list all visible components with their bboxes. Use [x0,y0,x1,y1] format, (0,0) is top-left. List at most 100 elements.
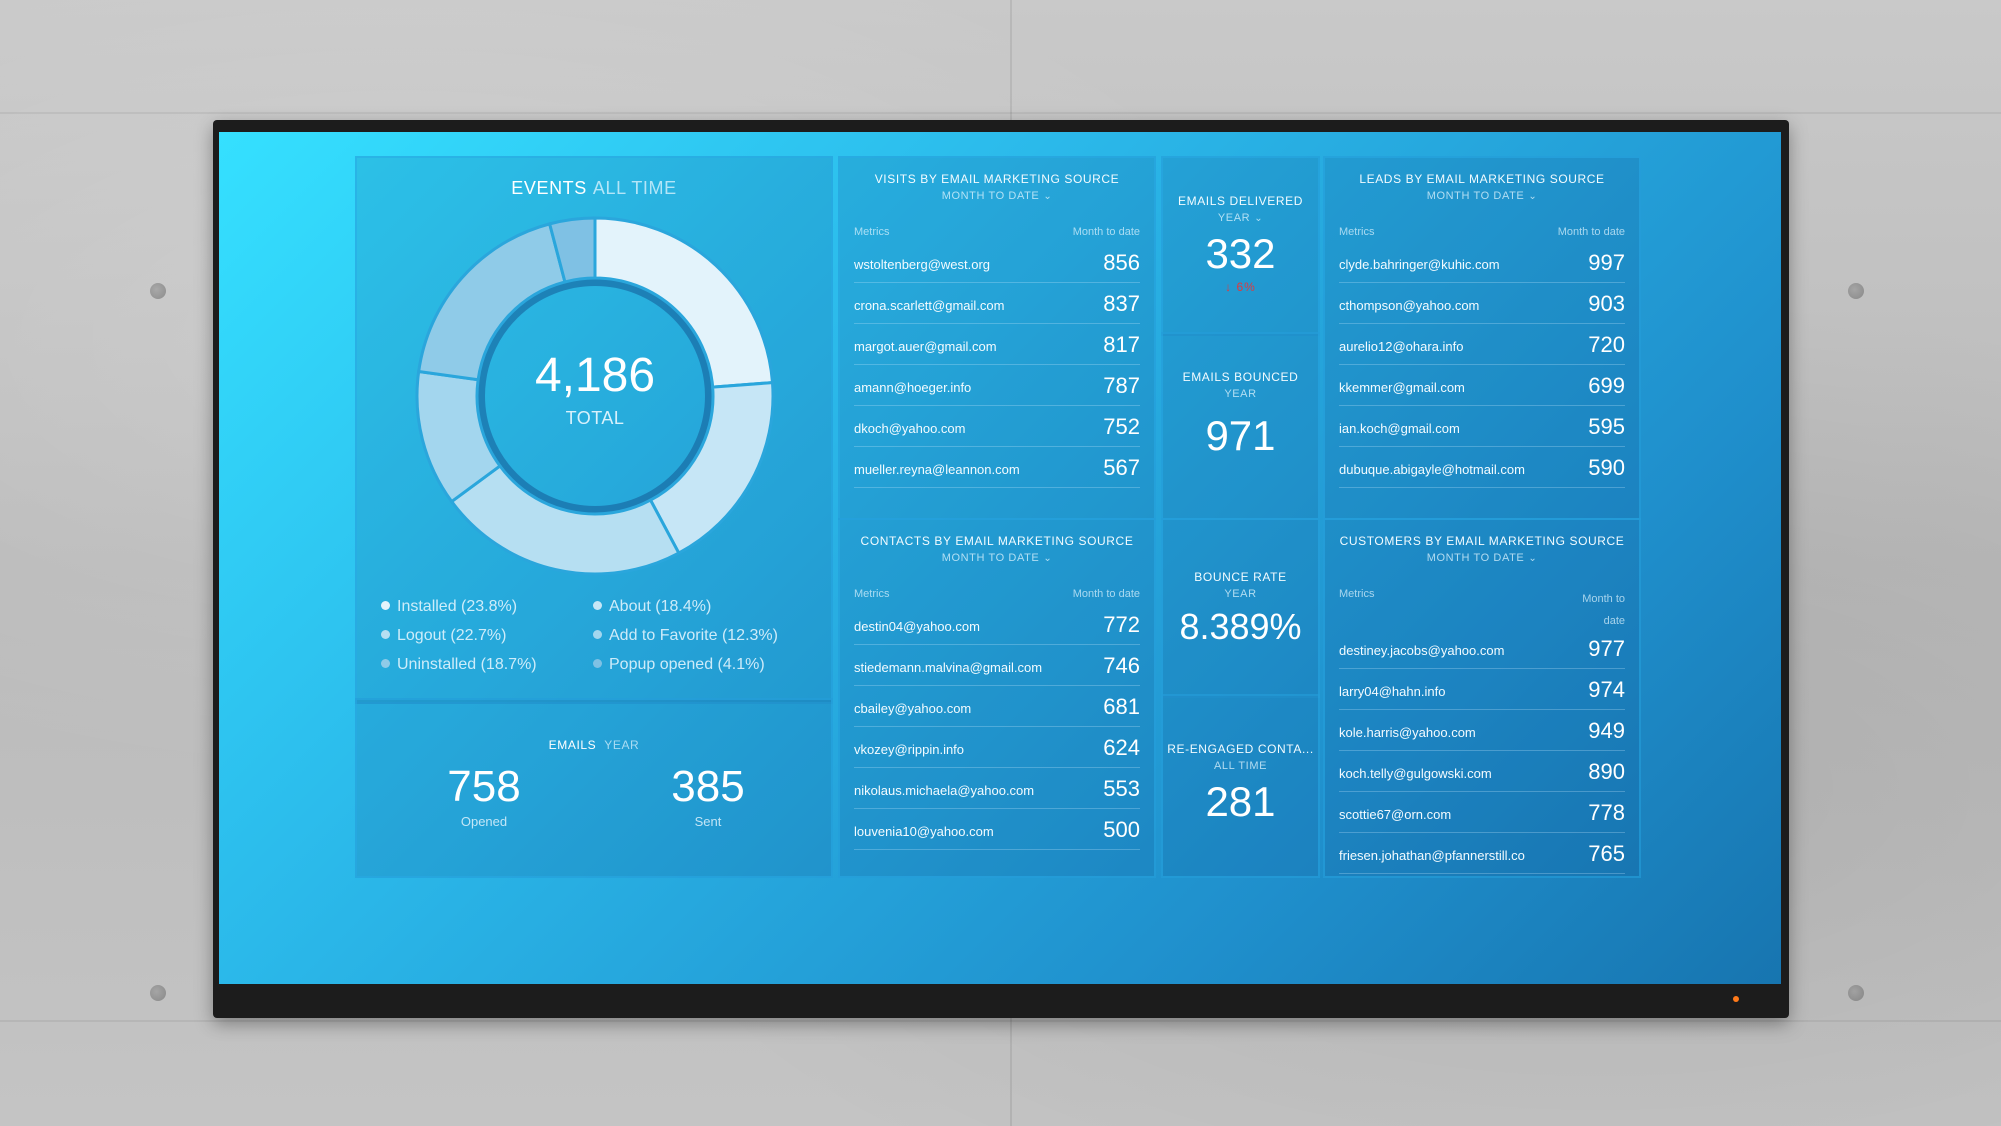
table-row[interactable]: koch.telly@gulgowski.com 890 [1339,751,1625,792]
table-row[interactable]: margot.auer@gmail.com 817 [854,324,1140,365]
emails-opened-value: 758 [447,762,521,811]
emails-sent-value: 385 [671,762,745,811]
legend-item-uninstalled[interactable]: Uninstalled (18.7%) [381,656,537,674]
leads-range-dropdown[interactable]: MONTH TO DATE ⌄ [1325,190,1639,202]
row-email: ian.koch@gmail.com [1339,421,1460,436]
customers-range-label: MONTH TO DATE [1426,552,1525,564]
table-row[interactable]: dubuque.abigayle@hotmail.com 590 [1339,447,1625,488]
delivered-title: EMAILS DELIVERED [1178,194,1303,208]
legend-item-about[interactable]: About (18.4%) [593,598,711,616]
wall-seam [0,1020,2001,1022]
table-row[interactable]: destin04@yahoo.com 772 [854,604,1140,645]
table-row[interactable]: cbailey@yahoo.com 681 [854,686,1140,727]
row-email: margot.auer@gmail.com [854,339,997,354]
visits-col-metrics: Metrics [854,226,890,238]
events-title-label: EVENTS [511,178,587,198]
legend-item-logout[interactable]: Logout (22.7%) [381,627,506,645]
table-row[interactable]: louvenia10@yahoo.com 500 [854,809,1140,850]
row-email: wstoltenberg@west.org [854,257,991,272]
customers-title: CUSTOMERS BY EMAIL MARKETING SOURCE [1339,534,1625,548]
legend-item-popup-opened[interactable]: Popup opened (4.1%) [593,656,765,674]
table-row[interactable]: kole.harris@yahoo.com 949 [1339,710,1625,751]
visits-range-label: MONTH TO DATE [941,190,1040,202]
donut-center: 4,186 TOTAL [415,216,775,576]
contacts-panel: CONTACTS BY EMAIL MARKETING SOURCE MONTH… [838,518,1156,878]
row-value: 567 [1103,455,1140,480]
events-range-label[interactable]: ALL TIME [592,178,677,198]
events-title: EVENTS ALL TIME [357,178,831,199]
legend-label: Popup opened (4.1%) [609,656,765,673]
emails-sent-label: Sent [694,814,722,829]
table-row[interactable]: nikolaus.michaela@yahoo.com 553 [854,768,1140,809]
row-email: koch.telly@gulgowski.com [1339,766,1492,781]
visits-table-header: Metrics Month to date [854,226,1140,238]
customers-col-value-line2: date [1603,615,1625,627]
events-total-value: 4,186 [534,349,656,402]
table-row[interactable]: mueller.reyna@leannon.com 567 [854,447,1140,488]
tv-frame: EVENTS ALL TIME 4,186 TOTAL Installed (23… [213,120,1789,1018]
visits-panel: VISITS BY EMAIL MARKETING SOURCE MONTH T… [838,156,1156,520]
row-email: nikolaus.michaela@yahoo.com [854,783,1035,798]
reengaged-title: RE-ENGAGED CONTA... [1167,742,1314,756]
legend-label: Logout (22.7%) [397,627,507,644]
customers-header: CUSTOMERS BY EMAIL MARKETING SOURCE MONT… [1325,534,1639,564]
table-row[interactable]: friesen.johathan@pfannerstill.co 765 [1339,833,1625,874]
bounced-range-label[interactable]: YEAR [1224,388,1257,400]
bounce-rate-range-label[interactable]: YEAR [1224,588,1257,600]
chevron-down-icon: ⌄ [1528,553,1538,564]
table-row[interactable]: stiedemann.malvina@gmail.com 746 [854,645,1140,686]
events-total-label: TOTAL [565,408,625,428]
table-row[interactable]: vkozey@rippin.info 624 [854,727,1140,768]
row-email: amann@hoeger.info [854,380,972,395]
customers-range-dropdown[interactable]: MONTH TO DATE ⌄ [1325,552,1639,564]
table-row[interactable]: ian.koch@gmail.com 595 [1339,406,1625,447]
delivered-value: 332 [1205,230,1276,277]
bounce-rate-value: 8.389% [1179,606,1302,647]
contacts-range-dropdown[interactable]: MONTH TO DATE ⌄ [840,552,1154,564]
delivered-range-dropdown[interactable]: YEAR ⌄ [1163,212,1318,224]
table-row[interactable]: crona.scarlett@gmail.com 837 [854,283,1140,324]
legend-item-installed[interactable]: Installed (23.8%) [381,598,517,616]
row-value: 977 [1588,636,1625,661]
table-row[interactable]: cthompson@yahoo.com 903 [1339,283,1625,324]
table-row[interactable]: dkoch@yahoo.com 752 [854,406,1140,447]
row-value: 746 [1103,653,1140,678]
row-value: 772 [1103,612,1140,637]
reengaged-value: 281 [1205,778,1276,825]
wall-bolt [1848,985,1864,1001]
table-row[interactable]: aurelio12@ohara.info 720 [1339,324,1625,365]
bounce-rate-title: BOUNCE RATE [1194,570,1287,584]
emails-opened-label: Opened [460,814,508,829]
leads-range-label: MONTH TO DATE [1426,190,1525,202]
visits-header: VISITS BY EMAIL MARKETING SOURCE MONTH T… [840,172,1154,202]
table-row[interactable]: scottie67@orn.com 778 [1339,792,1625,833]
row-email: destiney.jacobs@yahoo.com [1339,643,1505,658]
legend-dot-icon [381,601,390,610]
contacts-title: CONTACTS BY EMAIL MARKETING SOURCE [860,534,1134,548]
chevron-down-icon: ⌄ [1043,553,1053,564]
table-row[interactable]: amann@hoeger.info 787 [854,365,1140,406]
table-row[interactable]: kkemmer@gmail.com 699 [1339,365,1625,406]
row-value: 817 [1103,332,1140,357]
emails-bounced-panel: EMAILS BOUNCED YEAR 971 [1161,332,1320,520]
row-email: vkozey@rippin.info [854,742,965,757]
legend-dot-icon [593,601,602,610]
table-row[interactable]: destiney.jacobs@yahoo.com 977 [1339,628,1625,669]
legend-dot-icon [593,630,602,639]
row-value: 949 [1588,718,1625,743]
row-value: 856 [1103,250,1140,275]
reengaged-range-label[interactable]: ALL TIME [1213,760,1268,772]
table-row[interactable]: clyde.bahringer@kuhic.com 997 [1339,242,1625,283]
visits-col-value: Month to date [1072,226,1140,238]
visits-range-dropdown[interactable]: MONTH TO DATE ⌄ [840,190,1154,202]
table-row[interactable]: larry04@hahn.info 974 [1339,669,1625,710]
leads-col-value: Month to date [1557,226,1625,238]
donut-segment-6[interactable] [547,216,597,284]
row-email: cbailey@yahoo.com [854,701,972,716]
row-email: aurelio12@ohara.info [1339,339,1464,354]
row-value: 974 [1588,677,1625,702]
legend-item-add-to-favorite[interactable]: Add to Favorite (12.3%) [593,627,778,645]
row-email: stiedemann.malvina@gmail.com [854,660,1043,675]
table-row[interactable]: wstoltenberg@west.org 856 [854,242,1140,283]
emails-range-label[interactable]: YEAR [604,738,640,752]
